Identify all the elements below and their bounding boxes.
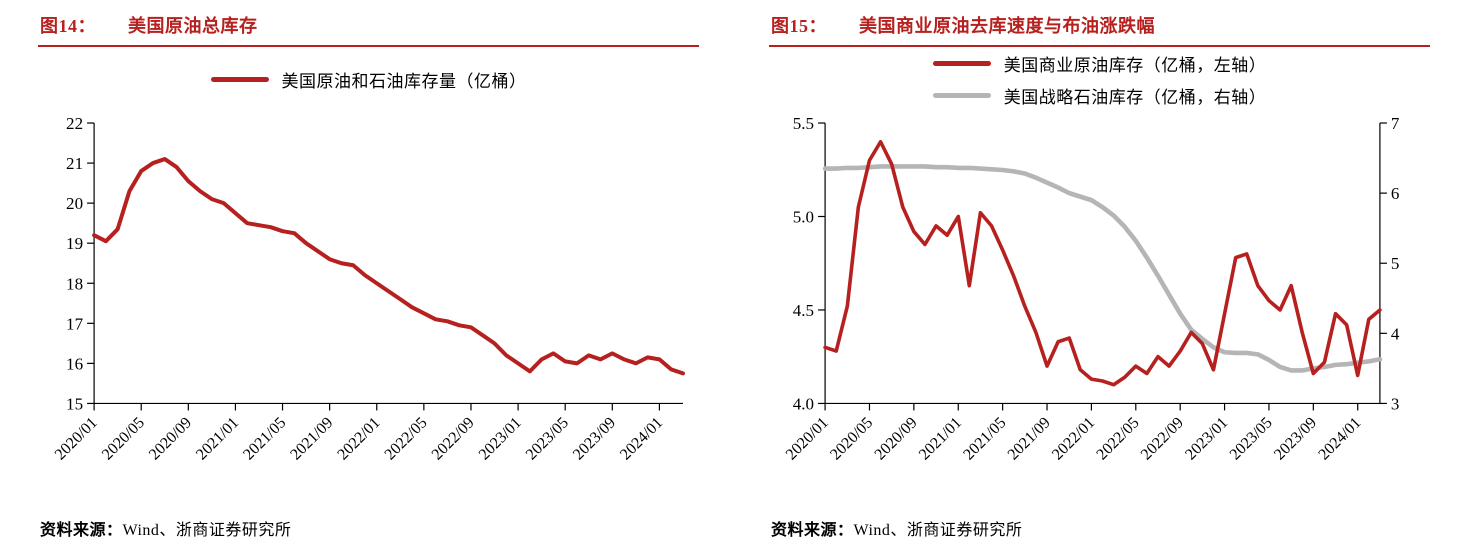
legend-item-strategic-reserve: 美国战略石油库存（亿桶，右轴） xyxy=(932,83,1267,108)
figure15-tag: 图15： xyxy=(771,16,827,36)
figure15-panel: 图15： 美国商业原油去库速度与布油涨跌幅 美国商业原油库存（亿桶，左轴） 美国… xyxy=(769,12,1430,540)
y-tick-label: 16 xyxy=(66,354,83,373)
source-label: 资料来源： xyxy=(40,521,123,539)
y-tick-label: 17 xyxy=(66,314,84,333)
x-tick-label: 2023/09 xyxy=(1271,414,1320,463)
x-tick-label: 2021/01 xyxy=(193,414,242,463)
x-tick-label: 2021/01 xyxy=(916,414,965,463)
source-text: Wind、浙商证券研究所 xyxy=(122,521,292,539)
y-tick-label: 19 xyxy=(66,234,83,253)
y-tick-label: 4.0 xyxy=(793,394,814,413)
figure15-source: 资料来源：Wind、浙商证券研究所 xyxy=(769,512,1430,540)
figure14-legend: 美国原油和石油库存量（亿桶） xyxy=(38,47,699,111)
legend-label: 美国商业原油库存（亿桶，左轴） xyxy=(1003,55,1267,75)
legend-label: 美国战略石油库存（亿桶，右轴） xyxy=(1003,87,1267,107)
figure15-chart-canvas: 4.04.55.05.5345672020/012020/052020/0920… xyxy=(783,114,1400,463)
figure15-title-text: 美国商业原油去库速度与布油涨跌幅 xyxy=(859,16,1155,36)
figure14-title-row: 图14： 美国原油总库存 xyxy=(38,12,699,45)
figure14-tag: 图14： xyxy=(40,16,96,36)
series-line-us-crude-and-petroleum-stocks xyxy=(92,157,685,376)
source-label: 资料来源： xyxy=(771,521,854,539)
y-tick-label: 21 xyxy=(66,154,83,173)
figure14-panel: 图14： 美国原油总库存 美国原油和石油库存量（亿桶） 15 16 17 18 19 20… xyxy=(38,12,699,540)
y-tick-label: 5.5 xyxy=(793,114,814,133)
x-tick-label: 2021/05 xyxy=(960,414,1009,463)
x-tick-label: 2020/09 xyxy=(872,414,921,463)
x-tick-label: 2023/01 xyxy=(1182,414,1231,463)
y-tick-label: 4.5 xyxy=(793,301,814,320)
series-line-us-commercial-crude-stocks xyxy=(823,139,1382,387)
figure14-source: 资料来源：Wind、浙商证券研究所 xyxy=(38,512,699,540)
legend-item-crude-petroleum: 美国原油和石油库存量（亿桶） xyxy=(210,67,527,92)
y-tick-label: 5 xyxy=(1391,254,1400,273)
x-tick-label: 2022/09 xyxy=(429,414,478,463)
figure15-title-underline xyxy=(769,45,1430,47)
y-tick-label: 22 xyxy=(66,114,83,133)
y-tick-label: 3 xyxy=(1391,394,1400,413)
y-tick-label: 6 xyxy=(1391,184,1400,203)
figure14-title-underline xyxy=(38,45,699,47)
y-tick-label: 4 xyxy=(1391,324,1400,343)
figure15-title-row: 图15： 美国商业原油去库速度与布油涨跌幅 xyxy=(769,12,1430,45)
x-tick-label: 2020/05 xyxy=(827,414,876,463)
figure15-legend-block: 美国商业原油库存（亿桶，左轴） 美国战略石油库存（亿桶，右轴） xyxy=(932,51,1267,108)
x-tick-label: 2021/05 xyxy=(240,414,289,463)
x-tick-label: 2022/05 xyxy=(382,414,431,463)
y-tick-label: 18 xyxy=(66,274,83,293)
x-tick-label: 2020/01 xyxy=(52,414,101,463)
source-text: Wind、浙商证券研究所 xyxy=(853,521,1023,539)
x-tick-label: 2022/09 xyxy=(1138,414,1187,463)
legend-line-swatch xyxy=(932,60,991,66)
x-tick-label: 2023/01 xyxy=(476,414,525,463)
legend-label: 美国原油和石油库存量（亿桶） xyxy=(281,71,527,91)
x-tick-label: 2022/05 xyxy=(1093,414,1142,463)
x-tick-label: 2022/01 xyxy=(1049,414,1098,463)
x-tick-label: 2022/01 xyxy=(334,414,383,463)
x-tick-label: 2023/09 xyxy=(570,414,619,463)
y-tick-label: 20 xyxy=(66,194,83,213)
figure14-chart-canvas: 15161718192021222020/012020/052020/09202… xyxy=(52,114,685,463)
x-tick-label: 2023/05 xyxy=(1227,414,1276,463)
x-tick-label: 2021/09 xyxy=(287,414,336,463)
x-tick-label: 2020/01 xyxy=(783,414,832,463)
figure14-title-text: 美国原油总库存 xyxy=(128,16,258,36)
figure15-legend: 美国商业原油库存（亿桶，左轴） 美国战略石油库存（亿桶，右轴） xyxy=(769,47,1430,111)
x-tick-label: 2020/09 xyxy=(146,414,195,463)
x-tick-label: 2021/09 xyxy=(1005,414,1054,463)
legend-item-commercial-crude: 美国商业原油库存（亿桶，左轴） xyxy=(932,51,1267,76)
y-tick-label: 15 xyxy=(66,394,83,413)
figure14-legend-block: 美国原油和石油库存量（亿桶） xyxy=(210,67,527,92)
figures-row: 图14： 美国原油总库存 美国原油和石油库存量（亿桶） 15 16 17 18 19 20… xyxy=(38,12,1430,540)
legend-line-swatch xyxy=(932,92,991,98)
x-tick-label: 2020/05 xyxy=(99,414,148,463)
y-tick-label: 7 xyxy=(1391,114,1400,133)
x-tick-label: 2024/01 xyxy=(1315,414,1364,463)
legend-line-swatch xyxy=(210,76,269,82)
x-tick-label: 2023/05 xyxy=(523,414,572,463)
x-tick-label: 2024/01 xyxy=(617,414,666,463)
y-tick-label: 5.0 xyxy=(793,207,814,226)
series-line-us-strategic-petroleum-reserve xyxy=(822,164,1383,373)
